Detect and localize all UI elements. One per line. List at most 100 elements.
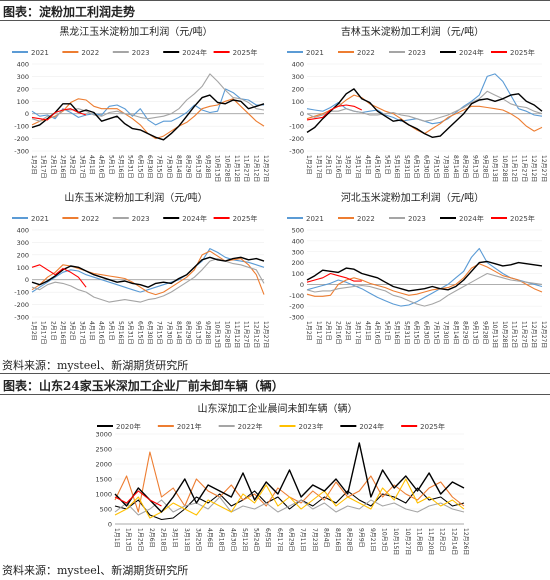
header-rule-1 xyxy=(0,20,550,21)
series-line xyxy=(31,94,265,141)
series-line xyxy=(114,487,465,521)
x-tick-label: 10月15日 xyxy=(392,528,399,555)
x-tick-label: 5月16日 xyxy=(393,321,400,344)
y-tick-label: 400 xyxy=(292,237,304,245)
x-tick-label: 7月23日 xyxy=(311,528,318,551)
x-tick-label: 4月1日 xyxy=(364,321,371,341)
x-tick-label: 2月18日 xyxy=(160,528,167,551)
x-tick-label: 12月12日 xyxy=(252,155,259,182)
legend-label: 2023 xyxy=(408,49,426,57)
x-tick-label: 8月16日 xyxy=(334,528,341,551)
x-tick-label: 4月16日 xyxy=(98,155,105,178)
y-tick-label: -100 xyxy=(14,289,29,297)
x-tick-label: 10月28日 xyxy=(223,321,230,348)
x-tick-label: 6月15日 xyxy=(413,155,420,178)
x-tick-label: 11月12日 xyxy=(511,155,518,182)
chart-title: 吉林玉米淀粉加工利润（元/吨） xyxy=(341,25,484,38)
x-tick-label: 11月12日 xyxy=(233,155,240,182)
x-tick-label: 9月13日 xyxy=(471,321,478,344)
legend-label: 2023年 xyxy=(299,422,324,431)
x-tick-label: 8月14日 xyxy=(175,321,182,344)
series-line xyxy=(31,73,265,122)
legend-label: 2025年 xyxy=(510,214,535,223)
x-tick-label: 5月1日 xyxy=(383,321,390,341)
x-tick-label: 8月28日 xyxy=(346,528,353,551)
y-tick-label: 0 xyxy=(300,281,304,289)
legend-label: 2021 xyxy=(306,49,324,57)
x-tick-label: 5月31日 xyxy=(127,155,134,178)
y-tick-label: 200 xyxy=(292,259,304,267)
x-tick-label: 11月8日 xyxy=(415,528,422,551)
x-tick-label: 12月27日 xyxy=(540,321,547,348)
chart-heilongjiang: 黑龙江玉米淀粉加工利润（元/吨） 2021 2022 2023 2024年 2025年 -3… xyxy=(0,22,272,185)
y-tick-label: 0 xyxy=(25,110,29,118)
x-tick-label: 4月16日 xyxy=(374,321,381,344)
x-tick-label: 4月1日 xyxy=(364,155,371,175)
chart-svg: 山东深加工企业晨间未卸车辆（辆） 2020年 2021年 2022年 2023年 2024… xyxy=(95,402,469,555)
x-tick-label: 5月31日 xyxy=(127,321,134,344)
y-tick-label: 100 xyxy=(17,264,29,272)
x-tick-label: 3月17日 xyxy=(354,321,361,344)
x-tick-label: 5月1日 xyxy=(107,321,114,341)
x-tick-label: 1月17日 xyxy=(40,321,47,344)
legend-label: 2024年 xyxy=(459,214,484,223)
series-line xyxy=(31,250,265,296)
y-tick-label: -200 xyxy=(289,303,304,311)
chart-title: 山东深加工企业晨间未卸车辆（辆） xyxy=(198,402,358,415)
y-tick-label: -200 xyxy=(14,301,29,309)
legend-label: 2023 xyxy=(132,215,150,223)
y-tick-label: 0 xyxy=(108,521,112,529)
series-line xyxy=(114,451,465,513)
x-tick-label: 11月20日 xyxy=(427,528,434,555)
y-tick-label: -100 xyxy=(14,123,29,131)
chart-hebei: 河北玉米淀粉加工利润（元/吨） 2021 2022 2023 2024年 2025年 -30… xyxy=(275,188,550,353)
x-tick-label: 8月14日 xyxy=(175,155,182,178)
x-tick-label: 7月30日 xyxy=(442,321,449,344)
x-tick-label: 6月30日 xyxy=(146,155,153,178)
x-tick-label: 12月27日 xyxy=(262,321,269,348)
x-tick-label: 1月17日 xyxy=(40,155,47,178)
chart-jilin: 吉林玉米淀粉加工利润（元/吨） 2021 2022 2023 2024年 2025年 -30… xyxy=(275,22,550,185)
y-tick-label: 400 xyxy=(292,61,304,69)
legend-label: 2021 xyxy=(31,49,49,57)
chart-unloading-vehicles: 山东深加工企业晨间未卸车辆（辆） 2020年 2021年 2022年 2023年 2024… xyxy=(85,398,470,560)
legend-label: 2020年 xyxy=(116,422,141,431)
y-tick-label: 200 xyxy=(292,85,304,93)
x-tick-label: 6月15日 xyxy=(136,321,143,344)
x-tick-label: 4月1日 xyxy=(88,321,95,341)
x-tick-label: 7月15日 xyxy=(156,321,163,344)
y-tick-label: 400 xyxy=(17,61,29,69)
chart-svg: 河北玉米淀粉加工利润（元/吨） 2021 2022 2023 2024年 2025年 -30… xyxy=(287,191,547,348)
x-tick-label: 9月28日 xyxy=(481,155,488,178)
y-tick-label: -300 xyxy=(14,148,29,156)
y-tick-label: 1500 xyxy=(95,476,112,484)
y-tick-label: 500 xyxy=(292,227,304,235)
x-tick-label: 1月2日 xyxy=(30,321,37,341)
x-tick-label: 10月28日 xyxy=(501,321,508,348)
x-tick-label: 1月2日 xyxy=(305,321,312,341)
y-tick-label: -300 xyxy=(289,148,304,156)
y-tick-label: 100 xyxy=(292,270,304,278)
legend-label: 2024年 xyxy=(182,214,207,223)
legend-label: 2024年 xyxy=(182,48,207,57)
x-tick-label: 8月4日 xyxy=(322,528,329,548)
y-tick-label: 300 xyxy=(17,73,29,81)
x-tick-label: 2月1日 xyxy=(325,155,332,175)
x-tick-label: 3月2日 xyxy=(344,321,351,341)
x-tick-label: 9月21日 xyxy=(369,528,376,551)
x-tick-label: 1月2日 xyxy=(305,155,312,175)
x-tick-label: 2月1日 xyxy=(325,321,332,341)
y-tick-label: 1000 xyxy=(95,491,112,499)
legend-label: 2025年 xyxy=(233,214,258,223)
x-tick-label: 5月1日 xyxy=(383,155,390,175)
x-tick-label: 4月18日 xyxy=(218,528,225,551)
x-tick-label: 4月16日 xyxy=(98,321,105,344)
y-tick-label: 100 xyxy=(17,98,29,106)
x-tick-label: 3月13日 xyxy=(183,528,190,551)
x-tick-label: 8月29日 xyxy=(185,321,192,344)
series-line xyxy=(306,88,543,138)
x-tick-label: 5月31日 xyxy=(403,321,410,344)
x-tick-label: 4月1日 xyxy=(88,155,95,175)
legend-label: 2022 xyxy=(81,49,99,57)
x-tick-label: 2月1日 xyxy=(49,321,56,341)
